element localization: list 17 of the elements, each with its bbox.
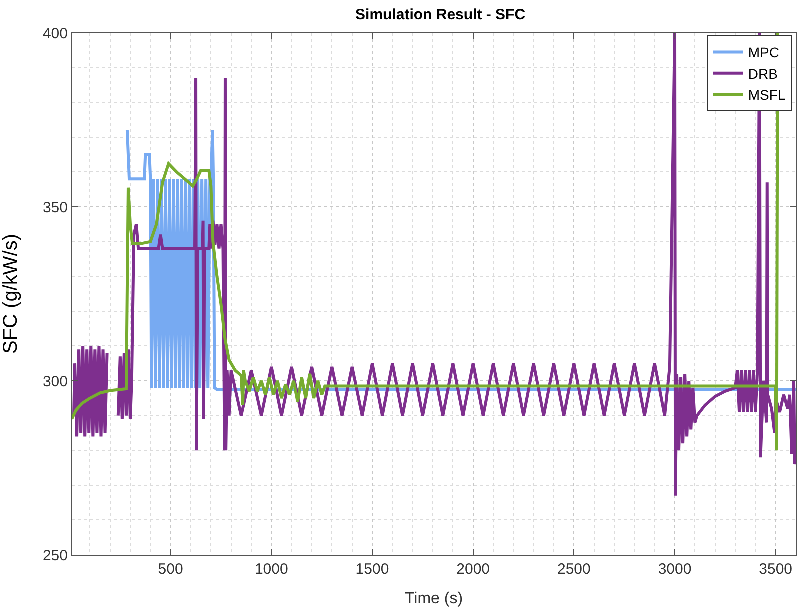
y-tick-label: 250 [42, 547, 68, 564]
y-tick-label: 300 [42, 373, 68, 390]
y-tick-label: 400 [42, 25, 68, 42]
y-axis-title: SFC (g/kW/s) [0, 234, 22, 354]
x-tick-label: 500 [158, 561, 184, 578]
legend-label: DRB [748, 66, 778, 82]
x-tick-label: 3500 [759, 561, 793, 578]
x-tick-label: 3000 [658, 561, 692, 578]
x-tick-label: 1000 [254, 561, 288, 578]
legend-label: MPC [748, 44, 780, 61]
x-axis-title: Time (s) [404, 590, 464, 608]
x-tick-label: 1500 [356, 561, 390, 578]
chart-title: Simulation Result - SFC [356, 6, 526, 24]
legend-label: MSFL [748, 87, 786, 104]
y-tick-label: 350 [42, 199, 68, 216]
x-tick-label: 2000 [456, 561, 490, 578]
x-tick-label: 2500 [557, 561, 591, 578]
